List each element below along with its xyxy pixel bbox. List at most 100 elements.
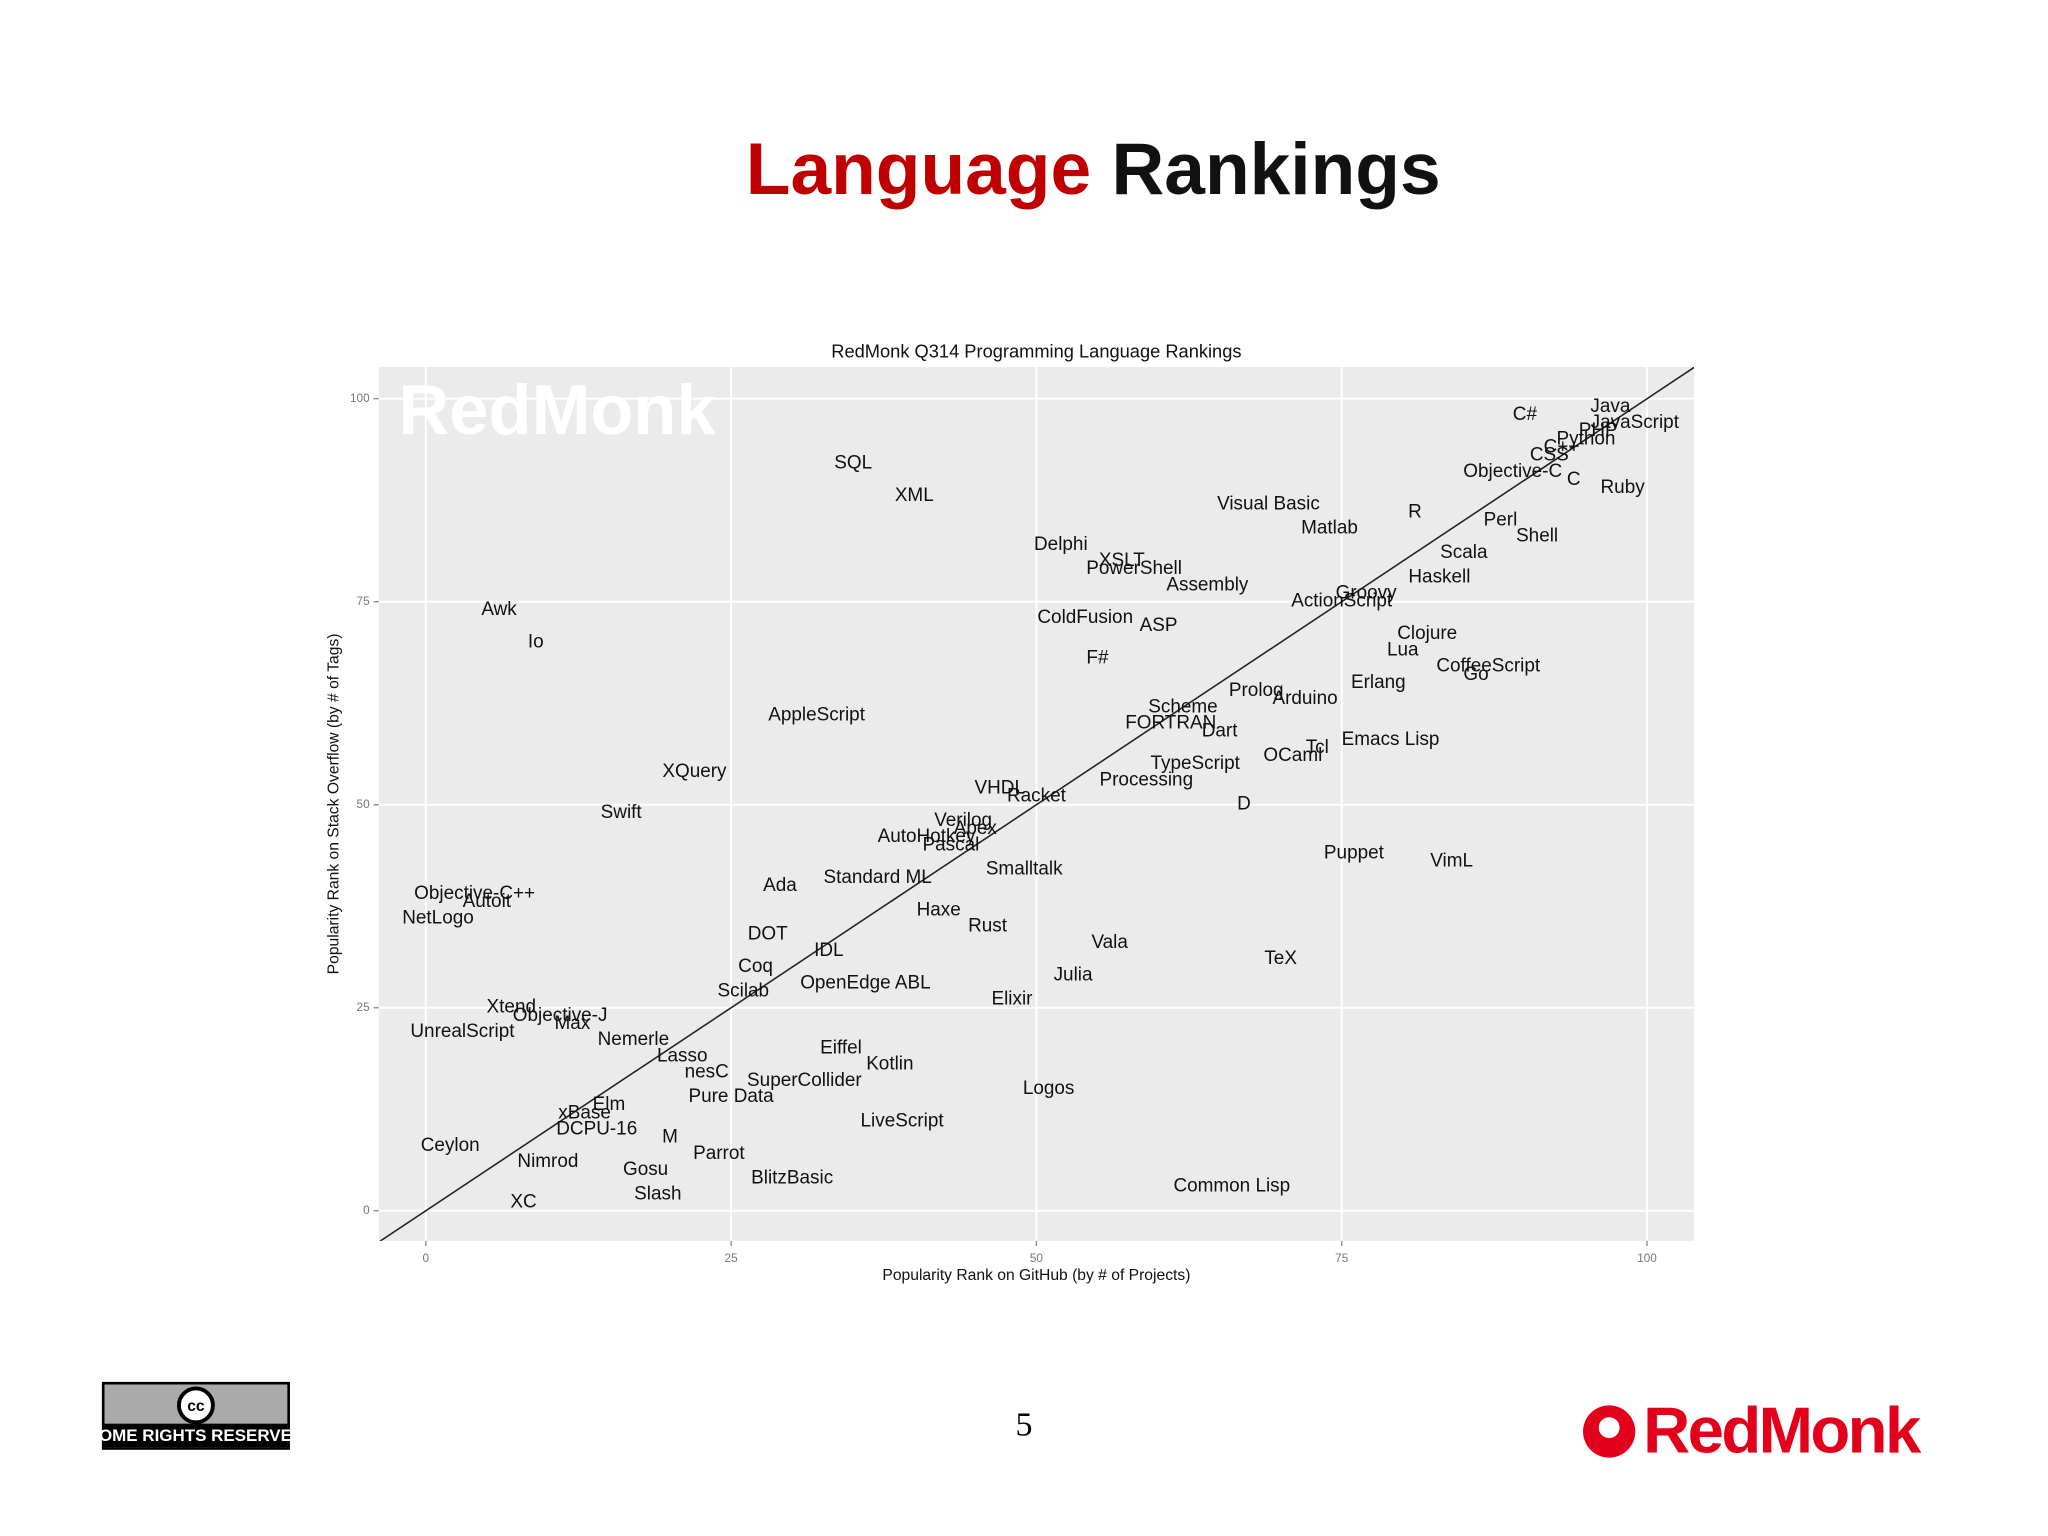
- language-point: DCPU-16: [556, 1119, 637, 1140]
- language-point: Objective-C: [1463, 461, 1562, 482]
- language-point: VHDL: [975, 777, 1025, 798]
- language-point: Awk: [481, 599, 517, 620]
- y-tick-label: 50: [357, 798, 371, 811]
- slide-title: Language Rankings: [746, 129, 1441, 210]
- title-highlight: Language: [746, 129, 1091, 210]
- language-point: Eiffel: [820, 1037, 862, 1058]
- watermark: RedMonk: [398, 370, 716, 449]
- language-point: Assembly: [1166, 574, 1249, 595]
- x-tick-label: 50: [1030, 1252, 1044, 1265]
- language-point: Haskell: [1408, 566, 1470, 587]
- y-tick-label: 0: [363, 1204, 370, 1217]
- x-tick-label: 75: [1335, 1252, 1349, 1265]
- language-point: Visual Basic: [1217, 493, 1320, 514]
- y-axis-label: Popularity Rank on Stack Overflow (by # …: [326, 634, 343, 975]
- language-point: Xtend: [487, 997, 536, 1018]
- language-point: Slash: [634, 1184, 681, 1205]
- language-point: xBase: [558, 1102, 611, 1123]
- language-point: Smalltalk: [986, 859, 1063, 880]
- language-point: Processing: [1100, 769, 1194, 790]
- language-point: Parrot: [693, 1143, 745, 1164]
- language-point: Ada: [763, 875, 797, 896]
- language-point: NetLogo: [402, 907, 474, 928]
- language-point: Groovy: [1336, 583, 1398, 604]
- language-point: Elm: [593, 1094, 626, 1115]
- license-badge: cc SOME RIGHTS RESERVED: [88, 1381, 305, 1450]
- language-point: ActionScript: [1291, 591, 1393, 612]
- language-point: Perl: [1484, 510, 1518, 531]
- language-point: Max: [554, 1013, 590, 1034]
- language-point: TypeScript: [1150, 753, 1240, 774]
- language-point: Io: [528, 631, 544, 652]
- language-point: XSLT: [1099, 550, 1145, 571]
- language-point: Dart: [1202, 721, 1238, 742]
- language-point: Lua: [1387, 639, 1419, 660]
- y-tick-label: 25: [357, 1001, 371, 1014]
- language-point: Nimrod: [517, 1151, 578, 1172]
- language-point: Tcl: [1306, 737, 1329, 758]
- language-point: Objective-C++: [414, 883, 535, 904]
- language-point: Lasso: [657, 1045, 708, 1066]
- language-point: Haxe: [917, 899, 961, 920]
- page-number: 5: [1016, 1406, 1033, 1443]
- language-point: Erlang: [1351, 672, 1406, 693]
- language-point: PHP: [1579, 420, 1618, 441]
- language-point: ColdFusion: [1037, 607, 1133, 628]
- language-point: Rust: [968, 916, 1008, 937]
- language-point: CoffeeScript: [1436, 656, 1541, 677]
- language-point: Racket: [1007, 786, 1067, 807]
- chart: RedMonk 0 25 50 75 100 0 25 50 75 100 RedMonk Q314 …: [326, 340, 1695, 1284]
- language-point: PowerShell: [1086, 558, 1182, 579]
- language-point: Prolog: [1229, 680, 1284, 701]
- language-point: Python: [1557, 428, 1616, 449]
- language-point: IDL: [814, 940, 843, 961]
- language-point: Pascal: [923, 834, 980, 855]
- language-point: AutoHotkey: [878, 826, 976, 847]
- language-point: M: [662, 1127, 678, 1148]
- language-point: Shell: [1516, 526, 1558, 547]
- language-point: Clojure: [1397, 623, 1457, 644]
- chart-title: RedMonk Q314 Programming Language Rankin…: [831, 340, 1241, 361]
- language-point: TeX: [1264, 948, 1297, 969]
- y-tick-label: 100: [350, 392, 370, 405]
- language-point: LiveScript: [861, 1110, 945, 1131]
- language-point: C#: [1513, 404, 1538, 425]
- language-point: Nemerle: [598, 1029, 670, 1050]
- language-point: D: [1237, 794, 1251, 815]
- language-point: F#: [1086, 648, 1109, 669]
- language-point: JavaScript: [1591, 412, 1680, 433]
- x-tick-label: 0: [423, 1252, 430, 1265]
- license-icon: cc: [187, 1398, 205, 1415]
- language-point: BlitzBasic: [751, 1167, 833, 1188]
- x-axis-label: Popularity Rank on GitHub (by # of Proje…: [882, 1267, 1190, 1284]
- language-point: Standard ML: [823, 867, 931, 888]
- language-point: XC: [510, 1192, 536, 1213]
- logo-text: RedMonk: [1643, 1394, 1922, 1467]
- x-tick-label: 25: [725, 1252, 739, 1265]
- language-point: Ruby: [1601, 477, 1646, 498]
- language-point: Matlab: [1301, 518, 1358, 539]
- language-point: Pure Data: [688, 1086, 774, 1107]
- language-point: Gosu: [623, 1159, 668, 1180]
- language-point: Common Lisp: [1173, 1175, 1290, 1196]
- language-point: Java: [1590, 396, 1630, 417]
- language-point: DOT: [748, 924, 788, 945]
- title-rest: Rankings: [1111, 129, 1440, 210]
- language-point: C++: [1544, 436, 1580, 457]
- language-point: Objective-J: [513, 1005, 608, 1026]
- language-point: AppleScript: [768, 704, 866, 725]
- y-tick-label: 75: [357, 595, 371, 608]
- language-point: Emacs Lisp: [1342, 729, 1440, 750]
- language-point: Autoit: [463, 891, 512, 912]
- language-point: SQL: [834, 453, 872, 474]
- language-point: XQuery: [662, 761, 727, 782]
- language-point: Apex: [954, 818, 998, 839]
- license-text: SOME RIGHTS RESERVED: [88, 1426, 305, 1445]
- language-point: Swift: [601, 802, 643, 823]
- language-point: Julia: [1054, 964, 1093, 985]
- language-point: Scala: [1440, 542, 1488, 563]
- language-point: nesC: [685, 1062, 729, 1083]
- language-point: R: [1408, 501, 1422, 522]
- language-point: Puppet: [1324, 842, 1385, 863]
- diagonal-line: [379, 367, 1695, 1241]
